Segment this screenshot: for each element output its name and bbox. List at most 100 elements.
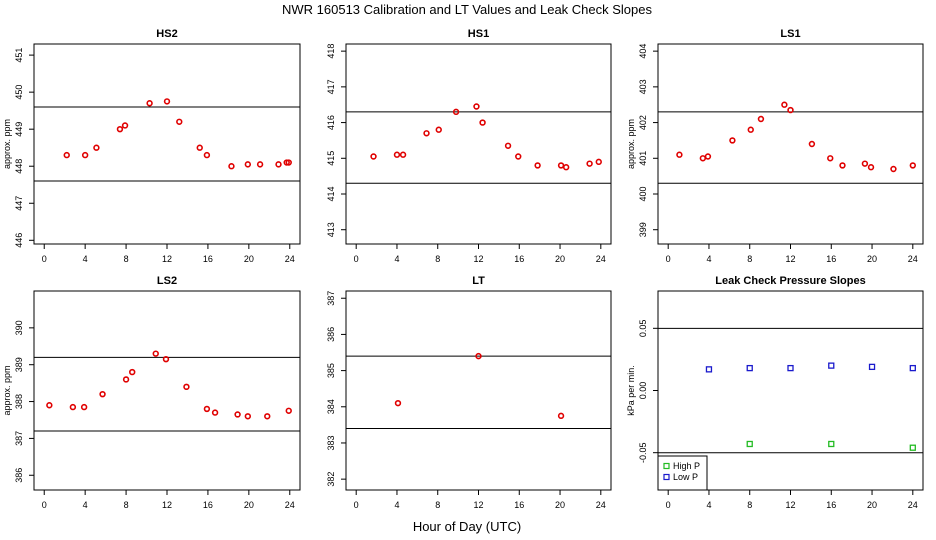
legend-marker	[663, 473, 670, 481]
data-point	[162, 355, 170, 363]
data-point	[705, 366, 713, 373]
y-tick-label: 414	[326, 186, 336, 201]
plot-frame	[33, 290, 301, 491]
x-tick-label: 8	[124, 254, 129, 264]
data-point	[557, 162, 565, 169]
panel-title: LS1	[780, 28, 800, 40]
y-tick-label: 390	[14, 320, 24, 335]
y-tick-label: 382	[326, 472, 336, 487]
data-point	[729, 137, 736, 144]
panel-3: LS2 0 4 8 12 16 20 24 386 387 388 389 390 approx. ppm	[2, 275, 301, 510]
x-tick-label: 4	[83, 500, 88, 510]
data-point	[234, 411, 241, 418]
data-point	[99, 390, 106, 398]
data-point	[394, 399, 402, 407]
data-point	[909, 364, 916, 372]
x-tick-label: 20	[555, 254, 565, 264]
data-point	[399, 151, 407, 158]
panel-title: HS1	[468, 28, 489, 40]
data-point	[595, 158, 602, 166]
x-tick-label: 20	[867, 254, 877, 264]
data-point	[244, 161, 252, 168]
data-point	[196, 144, 203, 151]
x-tick-label: 24	[908, 500, 918, 510]
x-tick-label: 12	[785, 500, 795, 510]
data-point	[121, 122, 129, 129]
data-point	[473, 103, 480, 110]
data-point	[515, 153, 522, 160]
y-tick-label: 387	[14, 431, 24, 446]
data-point	[746, 364, 753, 372]
y-tick-label: 399	[638, 222, 648, 237]
data-point	[63, 151, 70, 159]
x-tick-label: 16	[203, 500, 213, 510]
data-point	[93, 144, 100, 151]
x-tick-label: 20	[244, 254, 254, 264]
y-tick-label: 388	[14, 394, 24, 409]
x-tick-label: 16	[203, 254, 213, 264]
data-point	[808, 140, 816, 148]
plot-frame	[33, 43, 301, 245]
y-tick-label: 418	[326, 44, 336, 59]
x-tick-label: 0	[354, 500, 359, 510]
y-tick-label: 404	[638, 44, 648, 59]
y-tick-label: 415	[326, 151, 336, 166]
x-tick-label: 0	[666, 254, 671, 264]
x-tick-label: 24	[285, 254, 295, 264]
data-point	[122, 376, 130, 383]
data-point	[80, 403, 88, 411]
data-point	[285, 407, 292, 414]
data-point	[285, 159, 292, 166]
y-tick-label: 385	[326, 363, 336, 378]
y-tick-label: 0.00	[638, 382, 648, 400]
y-tick-label: 383	[326, 435, 336, 450]
data-point	[827, 155, 834, 162]
x-tick-label: 4	[706, 254, 711, 264]
panel-0: HS2 0 4 8 12 16 20 24 446 447 448 449 450 451 approx. …	[2, 28, 301, 264]
data-point	[699, 155, 707, 162]
data-point	[203, 405, 211, 413]
figure-title: NWR 160513 Calibration and LT Values and…	[282, 2, 652, 17]
y-axis-label: kPa per min.	[626, 365, 636, 416]
data-point	[228, 163, 235, 170]
data-point	[909, 444, 916, 451]
y-tick-label: 384	[326, 399, 336, 414]
data-point	[534, 162, 541, 169]
legend-marker	[663, 462, 670, 470]
y-tick-label: 402	[638, 115, 648, 130]
y-tick-label: 450	[14, 85, 24, 100]
panel-title: LT	[472, 275, 485, 287]
y-tick-label: 403	[638, 79, 648, 94]
x-tick-label: 24	[285, 500, 295, 510]
data-point	[787, 106, 794, 114]
data-point	[475, 352, 482, 360]
data-point	[129, 368, 136, 376]
data-point	[757, 115, 765, 123]
x-tick-label: 8	[435, 500, 440, 510]
y-tick-label: 0.05	[638, 320, 648, 338]
x-tick-label: 8	[124, 500, 129, 510]
data-point	[163, 98, 171, 105]
y-tick-label: 389	[14, 357, 24, 372]
legend-label: Low P	[673, 472, 698, 482]
panel-4: LT 0 4 8 12 16 20 24 382 383 384 385 386 387	[326, 275, 612, 510]
data-point	[423, 130, 430, 137]
plot-frame	[345, 43, 612, 245]
x-tick-label: 8	[747, 500, 752, 510]
x-axis-label: Hour of Day (UTC)	[413, 519, 521, 534]
data-point	[256, 161, 264, 168]
y-tick-label: -0.05	[638, 442, 648, 463]
data-point	[909, 162, 917, 169]
x-tick-label: 0	[354, 254, 359, 264]
panel-title: Leak Check Pressure Slopes	[715, 275, 865, 287]
y-tick-label: 447	[14, 196, 24, 211]
x-tick-label: 16	[514, 254, 524, 264]
y-axis-label: approx. ppm	[2, 365, 12, 415]
data-point	[479, 119, 486, 126]
x-tick-label: 4	[394, 500, 399, 510]
legend-box	[657, 455, 708, 491]
data-point	[781, 101, 788, 108]
y-tick-label: 446	[14, 233, 24, 248]
